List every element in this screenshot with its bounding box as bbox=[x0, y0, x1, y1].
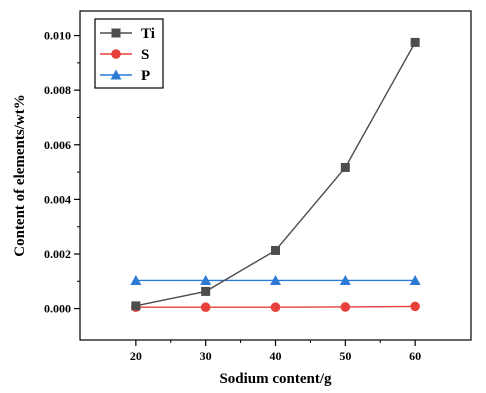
series-line bbox=[135, 42, 416, 307]
data-point bbox=[410, 301, 420, 312]
data-point bbox=[340, 302, 351, 312]
data-point bbox=[270, 302, 281, 313]
legend-label: P bbox=[141, 68, 150, 84]
data-point bbox=[271, 245, 280, 255]
data-point bbox=[410, 37, 420, 47]
y-axis-title: Content of elements/wt% bbox=[12, 94, 28, 256]
x-tick-label: 20 bbox=[130, 349, 142, 363]
data-point bbox=[201, 286, 211, 296]
y-tick-label: 0.006 bbox=[44, 138, 71, 152]
y-tick-label: 0.002 bbox=[44, 247, 71, 261]
y-tick-label: 0.004 bbox=[44, 192, 71, 206]
legend-label: S bbox=[141, 47, 149, 63]
x-tick-label: 40 bbox=[270, 349, 282, 363]
y-tick-label: 0.010 bbox=[44, 29, 71, 43]
data-point bbox=[340, 162, 350, 172]
data-point bbox=[131, 301, 141, 311]
data-point bbox=[409, 274, 421, 285]
x-tick-label: 60 bbox=[409, 349, 421, 363]
legend-marker bbox=[110, 69, 122, 80]
data-point bbox=[200, 302, 211, 313]
y-tick-label: 0.008 bbox=[44, 83, 71, 97]
data-point bbox=[339, 274, 351, 285]
series-ti bbox=[131, 37, 420, 311]
series-layer bbox=[130, 37, 421, 313]
axes: 20 30 40 50 60 0.000 0.002 0.004 0.006 0.008 0.010 bbox=[44, 10, 472, 363]
x-tick-label: 30 bbox=[200, 349, 212, 363]
legend: Ti SP bbox=[94, 18, 164, 89]
y-tick-label: 0.000 bbox=[44, 302, 71, 316]
x-axis-title: Sodium content/g bbox=[219, 371, 332, 387]
data-point bbox=[200, 274, 212, 285]
series-p bbox=[130, 274, 421, 285]
legend-label: Ti bbox=[141, 26, 155, 42]
x-tick-label: 50 bbox=[339, 349, 351, 363]
data-point bbox=[130, 274, 142, 285]
legend-marker bbox=[111, 49, 121, 59]
series-s bbox=[131, 301, 420, 313]
data-point bbox=[270, 274, 281, 285]
legend-marker bbox=[111, 28, 121, 38]
